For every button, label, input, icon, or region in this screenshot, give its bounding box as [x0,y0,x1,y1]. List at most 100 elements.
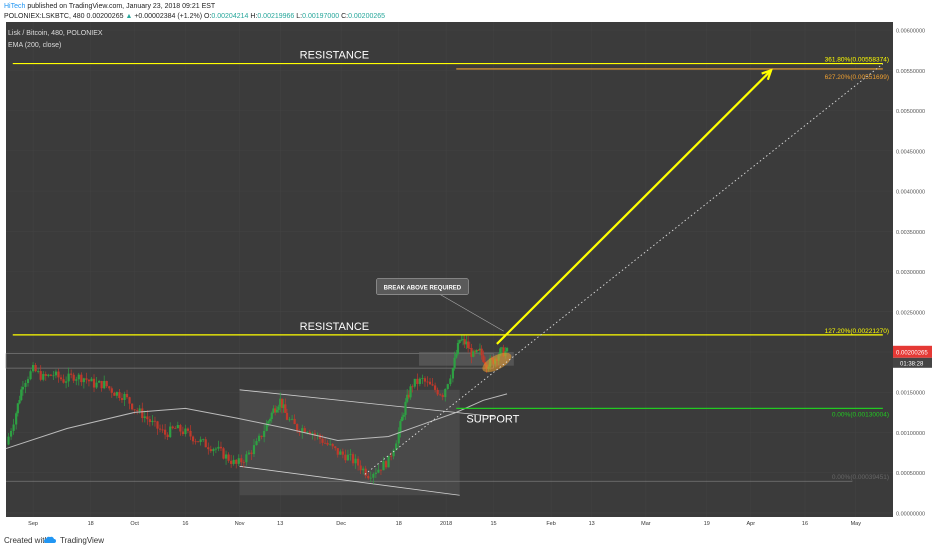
x-tick-label: 18 [396,521,402,527]
candle-body [362,468,365,471]
candle-body [372,473,375,478]
candle-body [472,351,475,357]
candle-body [384,461,388,468]
candle-body [131,403,134,410]
candle-body [153,420,157,422]
x-tick-label: 19 [704,521,710,527]
candle-body [204,439,207,448]
candle-body [105,381,108,387]
callout-text: BREAK ABOVE REQUIRED [384,286,462,292]
symbol-text: POLONIEX:LSKBTC, 480 [4,13,85,20]
chart-area[interactable]: 361.80%(0.00558374) 627.20%(0.00551699) 12… [0,22,932,527]
candle-body [354,458,357,464]
x-tick-label: 13 [277,521,283,527]
resistance-top-label: RESISTANCE [300,50,369,62]
candle-body [29,371,32,380]
resistance-mid-label: RESISTANCE [300,321,369,333]
low-label: L: [296,13,303,20]
candle-body [461,339,465,340]
candle-body [156,421,159,429]
y-tick-label: 0.00450000 [896,149,925,155]
candle-body [379,469,383,471]
candle-body [37,371,40,372]
tradingview-brand[interactable]: TradingView [60,536,105,545]
candle-body [331,443,334,447]
candle-body [34,365,37,372]
candle-body [434,385,437,390]
candle-body [451,367,454,379]
candle-body [467,341,470,348]
change-up-icon: ▲ [125,13,133,20]
candle-body [176,425,179,429]
channel-lines [239,389,494,496]
candle-body [399,421,402,432]
y-tick-label: 0.00000000 [896,511,925,517]
candle-body [477,349,480,351]
candle-body [59,377,63,380]
candle-body [21,386,25,390]
candle-body [349,454,352,455]
candle-body [318,434,322,439]
candle-body [39,371,42,380]
time-axis[interactable]: Sep 18 Oct 16 Nov 13 Dec 18 2018 15 Feb 13 Mar 19 Apr 1… [28,521,861,527]
candle-body [397,431,400,444]
x-tick-label: Dec [336,521,346,527]
candle-body [505,347,509,352]
candle-body [7,436,10,445]
candle-body [222,448,225,459]
candle-body [402,414,405,417]
candle-body [270,412,273,420]
candle-body [499,348,502,356]
x-tick-label: Sep [28,521,38,527]
candle-body [227,454,230,461]
candle-body [421,378,424,380]
candle-body [15,413,18,425]
candle-body [272,408,275,413]
candle-body [136,410,139,412]
candle-body [416,378,419,384]
candle-body [184,428,187,435]
candle-body [202,439,205,441]
time-axis-background [6,517,893,527]
candle-body [189,430,192,437]
candle-body [20,389,23,401]
candle-body [138,408,141,411]
candle-body [296,424,299,431]
candle-body [128,397,131,404]
candles [7,334,509,484]
high-label: H: [250,13,258,20]
candle-body [260,435,263,437]
candle-body [161,429,164,431]
candle-body [214,448,218,450]
x-tick-label: 18 [88,521,94,527]
created-with-text: Created with [4,536,49,545]
fib-levels: 361.80%(0.00558374) 627.20%(0.00551699) 12… [12,57,889,481]
candle-body [308,431,311,435]
candle-body [446,384,449,389]
candle-body [406,394,409,402]
candle-body [473,351,476,353]
candle-body [194,441,197,443]
price-chart[interactable]: 361.80%(0.00558374) 627.20%(0.00551699) 12… [0,22,932,527]
candle-body [98,381,101,383]
candle-body [90,378,93,382]
candle-body [290,418,294,420]
high-value: 0.00219966 [257,13,295,20]
price-axis[interactable]: 0.00000000 0.00050000 0.00100000 0.00150000… [893,29,932,518]
candle-body [143,416,146,419]
candle-body [267,421,270,424]
author-link[interactable]: HiTech [4,3,26,10]
candle-body [219,446,223,449]
candle-body [475,349,478,353]
candle-body [284,404,287,413]
candle-body [169,426,172,438]
candle-body [280,398,284,408]
candle-body [453,357,456,368]
candle-body [439,394,442,396]
channel-top-line [239,389,494,417]
ema-200-line [5,393,508,450]
candle-body [77,374,80,380]
fib-level-label: 627.20%(0.00551699) [825,74,889,81]
candle-body [390,455,393,457]
candle-body [224,454,228,459]
